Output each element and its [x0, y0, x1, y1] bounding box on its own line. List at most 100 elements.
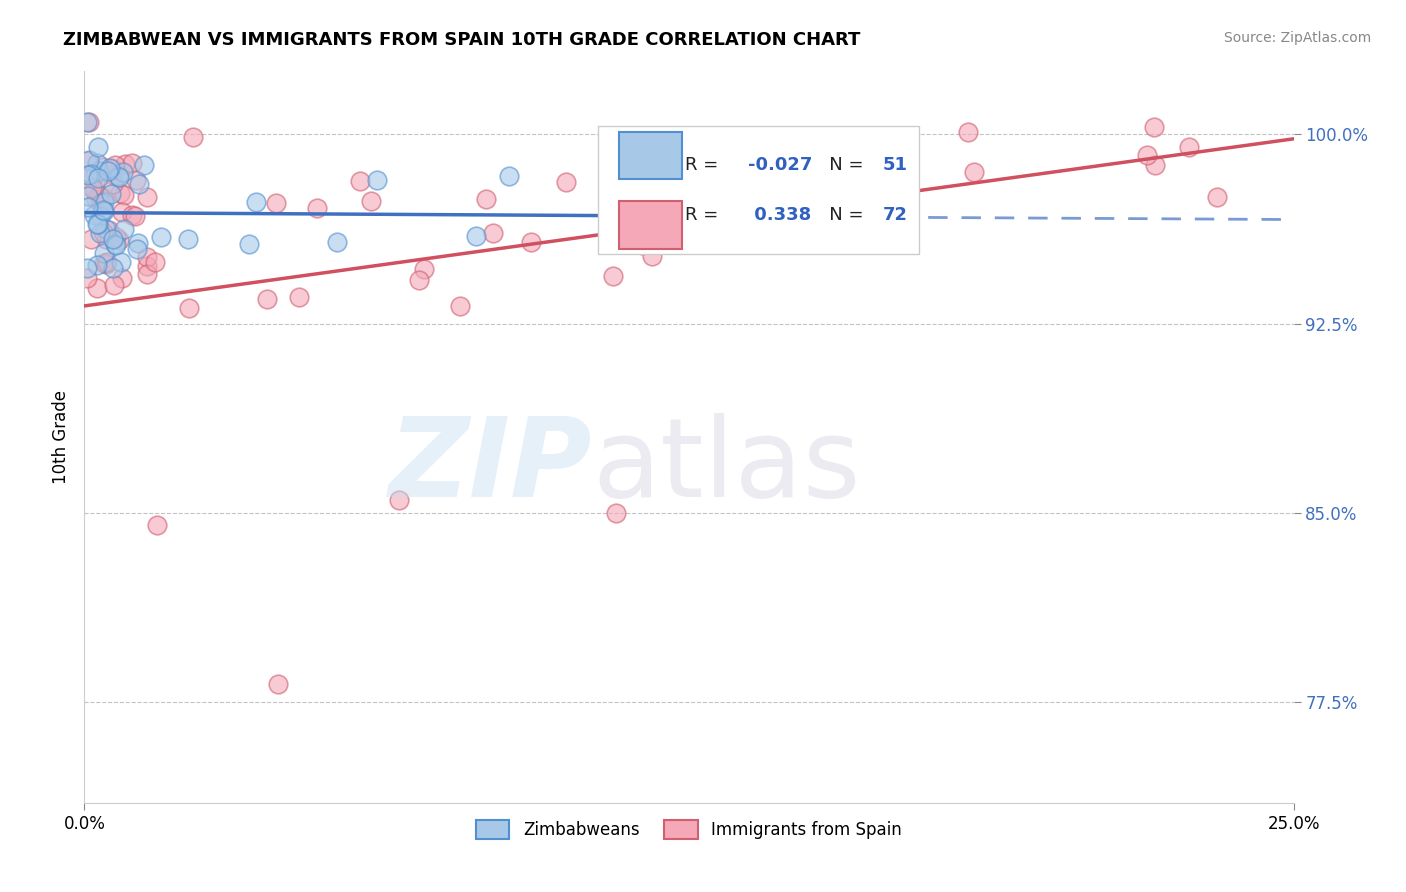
- Point: [181, 129, 204, 144]
- Point: [103, 261, 125, 276]
- Point: [134, 159, 156, 173]
- Text: 72: 72: [883, 206, 907, 224]
- Point: [413, 262, 436, 277]
- Point: [104, 236, 127, 251]
- Point: [125, 243, 148, 257]
- Point: [256, 292, 278, 306]
- Point: [90, 196, 112, 211]
- Point: [143, 255, 166, 269]
- Point: [79, 115, 101, 129]
- Point: [98, 161, 121, 176]
- Text: ZIP: ZIP: [388, 413, 592, 520]
- Point: [408, 273, 430, 287]
- Point: [89, 187, 111, 202]
- Point: [86, 217, 108, 231]
- Point: [326, 235, 349, 249]
- Point: [110, 255, 132, 269]
- Point: [86, 156, 108, 170]
- Text: atlas: atlas: [592, 413, 860, 520]
- Point: [84, 192, 107, 206]
- Point: [89, 226, 111, 240]
- Point: [267, 677, 290, 691]
- Point: [77, 200, 100, 214]
- Point: [93, 256, 115, 270]
- Point: [245, 195, 267, 210]
- Text: N =: N =: [813, 156, 869, 174]
- Point: [108, 186, 131, 201]
- Point: [609, 177, 631, 191]
- Point: [125, 173, 148, 187]
- Point: [87, 140, 110, 154]
- Point: [103, 277, 125, 292]
- Y-axis label: 10th Grade: 10th Grade: [52, 390, 70, 484]
- Text: -0.027: -0.027: [748, 156, 813, 174]
- Point: [305, 201, 328, 215]
- FancyBboxPatch shape: [619, 202, 682, 249]
- Point: [80, 167, 103, 181]
- Point: [107, 169, 129, 184]
- Point: [83, 168, 105, 182]
- Point: [76, 169, 98, 183]
- Point: [93, 246, 115, 260]
- Point: [114, 222, 136, 236]
- Point: [97, 164, 120, 178]
- Point: [107, 233, 129, 247]
- Point: [87, 170, 110, 185]
- Point: [519, 235, 541, 249]
- Point: [1143, 120, 1166, 134]
- Point: [103, 178, 125, 192]
- Point: [89, 209, 111, 223]
- Point: [956, 125, 979, 139]
- Point: [111, 271, 134, 285]
- Point: [76, 153, 98, 168]
- Point: [831, 130, 853, 145]
- Text: 0.338: 0.338: [748, 206, 811, 224]
- Point: [135, 259, 157, 273]
- Point: [288, 289, 311, 303]
- Point: [104, 237, 127, 252]
- Point: [86, 258, 108, 272]
- Point: [238, 236, 260, 251]
- Point: [388, 493, 411, 508]
- Point: [98, 223, 121, 237]
- FancyBboxPatch shape: [599, 126, 918, 254]
- Point: [121, 155, 143, 169]
- Point: [96, 232, 118, 246]
- Point: [465, 228, 488, 243]
- Point: [731, 202, 754, 216]
- Point: [127, 236, 149, 251]
- Point: [641, 249, 664, 263]
- Text: R =: R =: [685, 206, 724, 224]
- Point: [76, 260, 98, 275]
- Point: [93, 191, 115, 205]
- Point: [86, 281, 108, 295]
- Point: [91, 161, 114, 175]
- Point: [602, 269, 624, 284]
- Point: [101, 232, 124, 246]
- Point: [100, 186, 122, 201]
- Point: [94, 222, 117, 236]
- Point: [83, 182, 105, 196]
- Point: [554, 175, 576, 189]
- Point: [177, 232, 200, 246]
- Point: [77, 153, 100, 167]
- FancyBboxPatch shape: [619, 132, 682, 179]
- Point: [613, 186, 636, 200]
- Point: [631, 237, 654, 252]
- Point: [121, 208, 143, 222]
- Point: [110, 205, 132, 219]
- Point: [605, 506, 627, 520]
- Point: [112, 187, 135, 202]
- Point: [1143, 158, 1166, 172]
- Point: [76, 271, 98, 285]
- Point: [177, 301, 200, 316]
- Point: [96, 257, 118, 271]
- Point: [124, 209, 146, 223]
- Text: Source: ZipAtlas.com: Source: ZipAtlas.com: [1223, 31, 1371, 45]
- Point: [713, 211, 735, 225]
- Point: [702, 214, 724, 228]
- Point: [76, 115, 98, 129]
- Point: [482, 227, 505, 241]
- Point: [136, 190, 159, 204]
- Point: [1178, 140, 1201, 154]
